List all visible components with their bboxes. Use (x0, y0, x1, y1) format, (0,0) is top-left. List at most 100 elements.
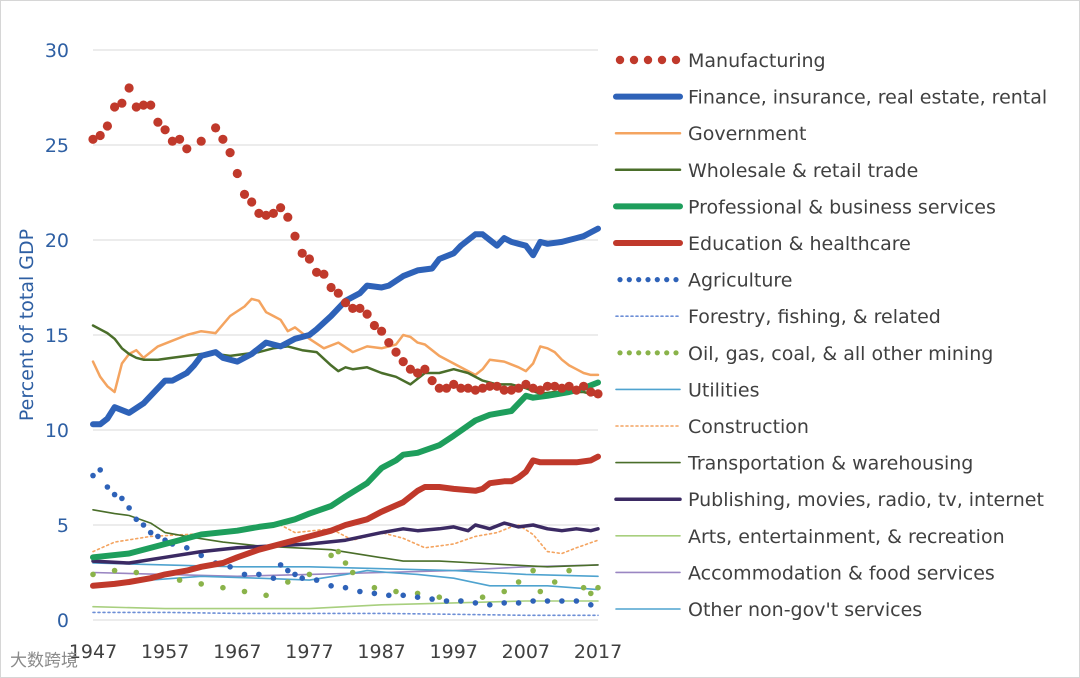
data-point (550, 381, 560, 391)
data-point (348, 303, 358, 313)
data-point (285, 579, 291, 585)
data-point (463, 383, 473, 393)
legend-swatch-dot (617, 277, 623, 283)
data-point (119, 495, 125, 502)
data-point (566, 567, 572, 574)
data-point (537, 588, 544, 595)
data-point (270, 575, 277, 581)
data-point (227, 564, 233, 570)
data-point (349, 569, 356, 576)
data-point (90, 472, 96, 479)
legend-swatch-dot (664, 350, 670, 356)
data-point (487, 602, 493, 608)
legend-item: Publishing, movies, radio, tv, internet (614, 489, 1044, 511)
data-point (328, 552, 334, 559)
data-point (369, 320, 379, 331)
data-point (184, 545, 190, 551)
data-point (283, 212, 293, 222)
data-point (391, 347, 401, 357)
data-point (292, 571, 298, 578)
legend-item: Other non-gov't services (615, 599, 922, 621)
legend-label: Agriculture (688, 270, 793, 292)
data-point (441, 383, 452, 393)
legend-swatch-dot (629, 55, 639, 65)
data-point (313, 577, 320, 583)
legend-item: Manufacturing (615, 50, 826, 72)
legend-item: Accommodation & food services (615, 562, 995, 584)
data-point (393, 588, 399, 595)
data-point (335, 548, 342, 555)
legend-swatch-dot (615, 55, 625, 65)
data-point (593, 389, 603, 399)
data-point (588, 602, 594, 608)
data-point (268, 208, 278, 218)
data-point (124, 83, 134, 93)
legend-item: Forestry, fishing, & related (615, 306, 941, 328)
legend-swatch-dot (664, 277, 670, 283)
legend-swatch-dot (617, 350, 623, 356)
data-point (306, 571, 313, 578)
data-point (342, 560, 349, 566)
y-axis-label: Percent of total GDP (16, 229, 38, 421)
data-point (443, 598, 450, 604)
data-point (384, 338, 394, 348)
series-0-points (88, 83, 603, 399)
data-point (196, 136, 206, 146)
series-4-line (90, 379, 601, 561)
data-point (371, 584, 378, 591)
legend-swatch-dot (673, 277, 679, 283)
legend-label: Education & healthcare (688, 233, 911, 255)
legend-item: Education & healthcare (613, 233, 911, 255)
data-point (458, 598, 464, 604)
y-tick-label: 15 (45, 325, 69, 347)
series-3-line (91, 324, 600, 398)
data-point (456, 383, 466, 393)
data-point (595, 584, 601, 591)
legend: Manufacturing Finance, insurance, real es… (613, 50, 1047, 621)
data-point (506, 385, 516, 395)
data-point (542, 381, 553, 391)
legend-label: Arts, entertainment, & recreation (688, 526, 1005, 548)
legend-label: Construction (688, 416, 809, 438)
data-point (167, 136, 177, 146)
data-point (571, 385, 582, 395)
data-point (386, 592, 392, 599)
series-13-line (92, 600, 599, 610)
data-point (470, 385, 480, 395)
data-point (436, 594, 443, 600)
legend-label: Finance, insurance, real estate, rental (688, 87, 1047, 109)
data-point (277, 562, 284, 568)
data-point (586, 387, 596, 397)
y-tick-label: 0 (57, 610, 69, 632)
data-point (420, 364, 430, 374)
x-tick-label: 1947 (69, 641, 117, 663)
data-point (530, 567, 536, 574)
data-point (515, 600, 522, 606)
data-point (521, 379, 531, 389)
data-point (263, 592, 269, 599)
series-12-line (91, 521, 600, 565)
data-point (140, 522, 147, 528)
legend-swatch-dot (657, 55, 667, 65)
legend-swatch-dot (626, 277, 632, 283)
data-point (398, 357, 408, 367)
data-point (544, 598, 551, 604)
data-point (564, 381, 574, 391)
data-point (580, 584, 587, 591)
data-point (261, 210, 271, 220)
legend-label: Accommodation & food services (688, 562, 995, 584)
data-point (535, 385, 545, 395)
series-7-line (92, 611, 599, 617)
data-point (176, 577, 183, 583)
data-point (126, 505, 132, 511)
data-point (95, 130, 105, 141)
data-point (290, 231, 300, 241)
legend-swatch-dot (643, 55, 653, 65)
data-point (225, 148, 235, 158)
data-point (377, 326, 387, 336)
legend-item: Construction (615, 416, 809, 438)
data-point (557, 383, 567, 393)
legend-label: Professional & business services (688, 196, 996, 218)
data-point (501, 588, 508, 595)
data-point (492, 381, 502, 391)
